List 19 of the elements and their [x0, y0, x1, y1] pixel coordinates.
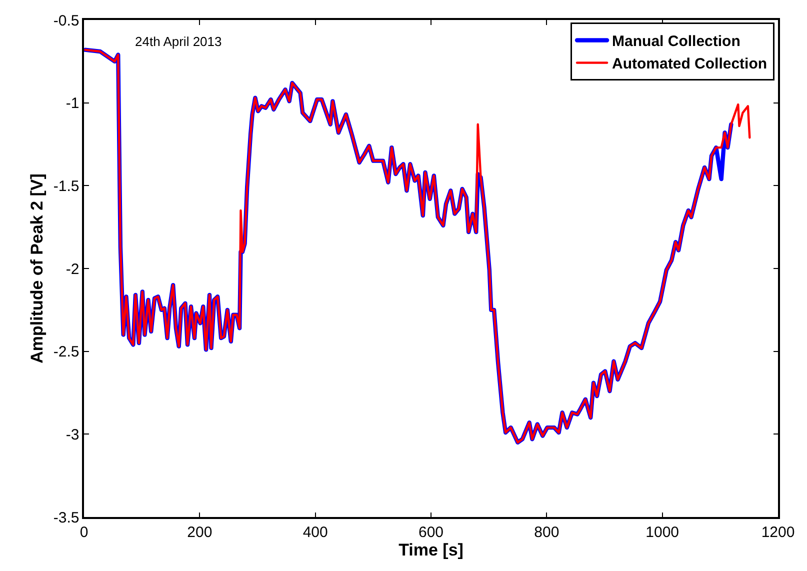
- x-tick-label: 0: [80, 524, 88, 541]
- x-axis-title: Time [s]: [398, 540, 464, 560]
- legend-label: Manual Collection: [612, 33, 740, 50]
- x-tick-label: 1200: [761, 524, 795, 541]
- x-tick-label: 400: [302, 524, 328, 541]
- y-tick-label: -3.5: [53, 509, 80, 526]
- x-tick-label: 200: [187, 524, 212, 541]
- y-tick-label: -3: [66, 426, 80, 444]
- y-tick-label: -2.5: [53, 344, 80, 361]
- y-tick-label: -1.5: [53, 178, 80, 195]
- x-tick-label: 1000: [646, 524, 680, 541]
- annotation: 24th April 2013: [135, 34, 222, 49]
- y-tick-label: -2: [66, 260, 80, 278]
- y-tick-label: -0.5: [53, 12, 80, 30]
- x-tick-label: 600: [418, 524, 444, 541]
- y-tick-label: -1: [66, 95, 80, 112]
- y-axis-title: Amplitude of Peak 2 [V]: [27, 174, 46, 364]
- x-tick-label: 800: [534, 524, 560, 541]
- legend-label: Automated Collection: [612, 56, 768, 73]
